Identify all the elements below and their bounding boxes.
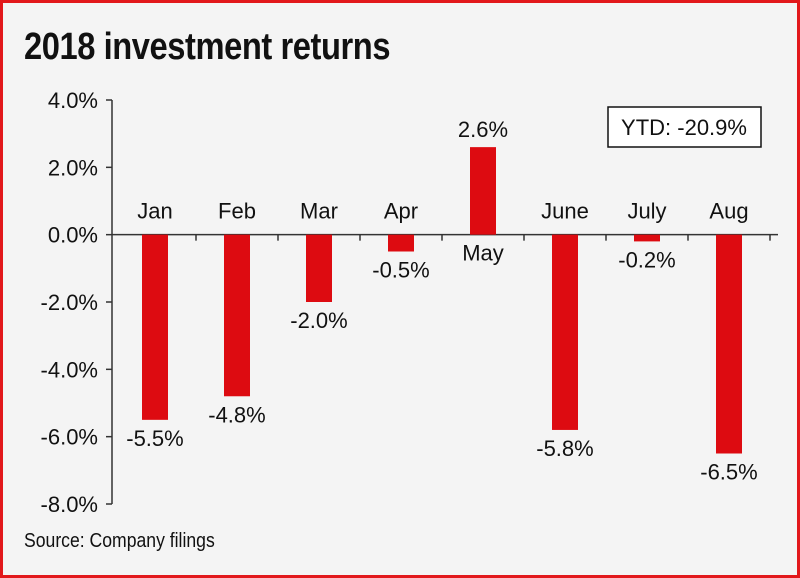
value-label: -6.5% xyxy=(700,460,757,485)
value-label: -2.0% xyxy=(290,308,347,333)
ytd-box xyxy=(607,106,762,148)
value-label: -4.8% xyxy=(208,402,265,427)
source-note: Source: Company filings xyxy=(24,530,215,552)
chart-title: 2018 investment returns xyxy=(24,26,391,68)
value-label: -5.8% xyxy=(536,436,593,461)
y-tick-label: -8.0% xyxy=(41,492,98,517)
y-tick-label: 2.0% xyxy=(48,155,98,180)
category-label: July xyxy=(627,199,666,224)
category-label: Aug xyxy=(709,199,748,224)
y-axis: 4.0% 2.0% 0.0% -2.0% -4.0% -6.0% -8.0% xyxy=(41,88,778,517)
y-tick-label: -2.0% xyxy=(41,290,98,315)
category-label: May xyxy=(462,241,504,266)
value-label: 2.6% xyxy=(458,117,508,142)
y-tick-label: 4.0% xyxy=(48,88,98,113)
value-label: -5.5% xyxy=(126,426,183,451)
category-label: Apr xyxy=(384,199,418,224)
bar-labels: Jan -5.5% Feb -4.8% Mar -2.0% Apr -0.5% May 2.6% J… xyxy=(126,117,757,484)
bar-june xyxy=(552,234,578,430)
bars xyxy=(142,147,742,454)
value-label: -0.5% xyxy=(372,258,429,283)
bar-may xyxy=(470,147,496,235)
category-label: Jan xyxy=(137,199,172,224)
bar-jan xyxy=(142,234,168,420)
y-tick-label: -6.0% xyxy=(41,425,98,450)
category-label: Feb xyxy=(218,199,256,224)
bar-mar xyxy=(306,234,332,302)
value-label: -0.2% xyxy=(618,247,675,272)
bar-feb xyxy=(224,234,250,397)
ytd-annotation: YTD: -20.9% xyxy=(607,106,762,148)
y-tick-label: 0.0% xyxy=(48,223,98,248)
bar-apr xyxy=(388,234,414,252)
bar-july xyxy=(634,234,660,242)
category-label: June xyxy=(541,199,589,224)
category-label: Mar xyxy=(300,199,338,224)
y-tick-label: -4.0% xyxy=(41,357,98,382)
ytd-label: YTD: -20.9% xyxy=(621,115,747,140)
bar-aug xyxy=(716,234,742,454)
